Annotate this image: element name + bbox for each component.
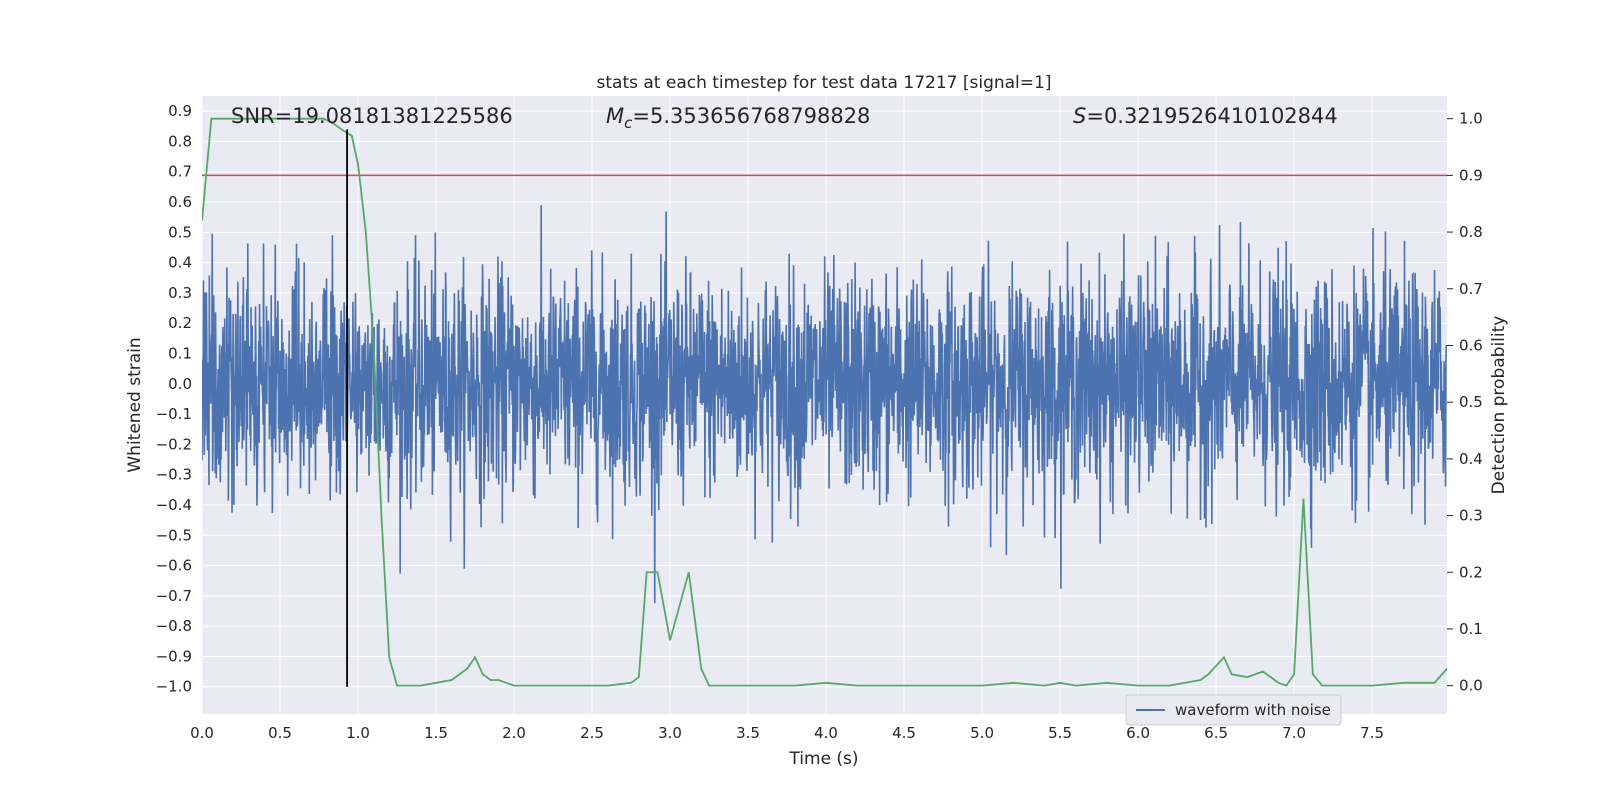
y-left-tick-label: −0.8	[156, 617, 192, 635]
chirp-mass-annotation: Mc=5.353656768798828	[606, 104, 870, 132]
detection-probability-line	[202, 117, 1447, 687]
waveform-series	[202, 205, 1447, 604]
y-right-tick-label: 0.0	[1459, 677, 1483, 695]
x-tick-label: 5.5	[1048, 724, 1072, 742]
y-left-tick-label: 0.1	[168, 345, 192, 363]
y-left-tick-label: −0.4	[156, 496, 192, 514]
y-left-tick-label: −0.5	[156, 526, 192, 544]
waveform-line	[202, 205, 1447, 604]
y-left-tick-label: 0.8	[168, 132, 192, 150]
x-tick-label: 3.5	[736, 724, 760, 742]
legend-box	[1125, 694, 1342, 726]
y-left-axis-ticks: 0.9 0.8 0.7 0.6 0.5 0.4 0.3 0.2 0.1 0.0 −0.1 −0.2 −0…	[156, 102, 192, 696]
y-left-tick-label: 0.5	[168, 223, 192, 241]
y-left-tick-label: 0.6	[168, 193, 192, 211]
x-tick-label: 4.5	[892, 724, 916, 742]
x-tick-label: 2.0	[502, 724, 526, 742]
y-left-tick-label: 0.9	[168, 102, 192, 120]
x-tick-label: 6.5	[1204, 724, 1228, 742]
x-axis-label: Time (s)	[788, 749, 858, 769]
legend-label-waveform: waveform with noise	[1175, 701, 1331, 719]
y-left-tick-label: −0.3	[156, 466, 192, 484]
x-tick-label: 6.0	[1126, 724, 1150, 742]
y-left-axis-label: Whitened strain	[125, 337, 145, 472]
y-right-tick-label: 1.0	[1459, 110, 1483, 128]
y-left-tick-label: 0.7	[168, 163, 192, 181]
y-left-tick-label: 0.4	[168, 254, 192, 272]
y-left-tick-label: 0.2	[168, 314, 192, 332]
y-left-tick-label: −0.6	[156, 557, 192, 575]
y-right-tick-label: 0.4	[1459, 450, 1483, 468]
x-axis-ticks: 0.0 0.5 1.0 1.5 2.0 2.5 3.0 3.5 4.0 4.5 5.0 5.5 6.0 6…	[190, 724, 1384, 742]
y-right-tick-label: 0.2	[1459, 563, 1483, 581]
s-symbol: S	[1073, 104, 1086, 128]
y-right-tick-label: 0.9	[1459, 166, 1483, 184]
y-left-tick-label: −1.0	[156, 678, 192, 696]
y-right-tick-label: 0.5	[1459, 393, 1483, 411]
y-left-tick-label: −0.1	[156, 405, 192, 423]
y-right-axis-label: Detection probability	[1489, 316, 1509, 495]
y-right-tick-label: 0.8	[1459, 223, 1483, 241]
chirp-mass-subscript: c	[624, 114, 633, 132]
chirp-mass-value: =5.353656768798828	[632, 104, 870, 128]
y-right-tick-label: 0.3	[1459, 507, 1483, 525]
x-tick-label: 1.0	[346, 724, 370, 742]
overlay-layer	[202, 117, 1447, 687]
snr-annotation: SNR=19.08181381225586	[231, 104, 513, 128]
x-tick-label: 7.5	[1360, 724, 1384, 742]
y-left-tick-label: 0.3	[168, 284, 192, 302]
y-right-tick-label: 0.7	[1459, 280, 1483, 298]
s-value: =0.3219526410102844	[1086, 104, 1337, 128]
x-tick-label: 2.5	[580, 724, 604, 742]
x-tick-label: 0.5	[268, 724, 292, 742]
y-left-tick-label: −0.2	[156, 435, 192, 453]
y-left-tick-label: 0.0	[168, 375, 192, 393]
x-tick-label: 0.0	[190, 724, 214, 742]
x-tick-label: 4.0	[814, 724, 838, 742]
chirp-mass-symbol: M	[606, 104, 624, 128]
y-right-tick-label: 0.1	[1459, 620, 1483, 638]
y-left-tick-label: −0.7	[156, 587, 192, 605]
x-tick-label: 1.5	[424, 724, 448, 742]
y-right-tick-label: 0.6	[1459, 336, 1483, 354]
x-tick-label: 3.0	[658, 724, 682, 742]
x-tick-label: 5.0	[970, 724, 994, 742]
y-left-tick-label: −0.9	[156, 647, 192, 665]
y-right-axis-ticks: 1.0 0.9 0.8 0.7 0.6 0.5 0.4 0.3 0.2 0.1 0.0	[1447, 110, 1483, 695]
x-tick-label: 7.0	[1282, 724, 1306, 742]
chart-title: stats at each timestep for test data 172…	[597, 73, 1052, 93]
s-annotation: S=0.3219526410102844	[1073, 104, 1338, 128]
legend: waveform with noise	[1125, 694, 1342, 726]
